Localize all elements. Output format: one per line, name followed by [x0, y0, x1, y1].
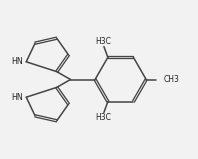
- Text: HN: HN: [11, 93, 23, 102]
- Text: CH3: CH3: [164, 75, 179, 84]
- Text: H3C: H3C: [96, 37, 111, 45]
- Text: H3C: H3C: [96, 114, 111, 122]
- Text: HN: HN: [11, 57, 23, 66]
